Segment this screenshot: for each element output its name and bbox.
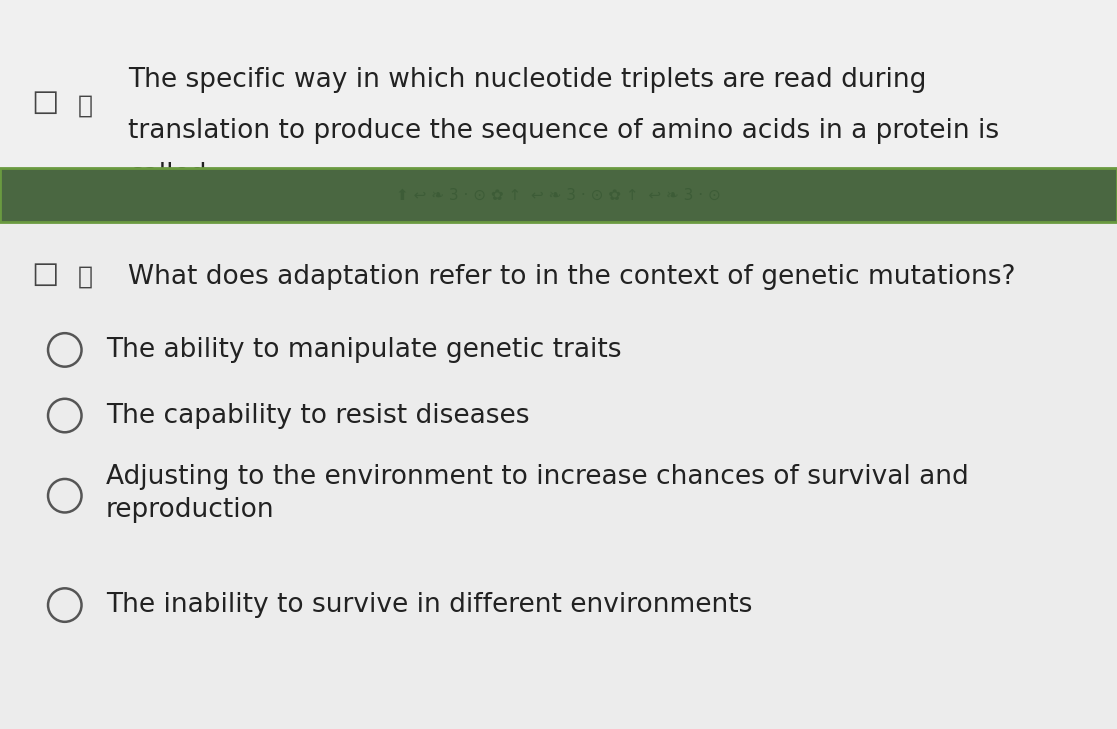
- Text: translation to produce the sequence of amino acids in a protein is: translation to produce the sequence of a…: [128, 118, 1000, 144]
- Text: ☐: ☐: [31, 91, 58, 120]
- Text: ☐: ☐: [31, 262, 58, 292]
- Text: Adjusting to the environment to increase chances of survival and: Adjusting to the environment to increase…: [106, 464, 968, 491]
- Bar: [0, 0, 1117, 168]
- Text: The capability to resist diseases: The capability to resist diseases: [106, 402, 529, 429]
- Text: The specific way in which nucleotide triplets are read during: The specific way in which nucleotide tri…: [128, 67, 927, 93]
- Text: .: .: [573, 160, 582, 187]
- Text: reproduction: reproduction: [106, 497, 275, 523]
- Text: 🗒: 🗒: [77, 265, 93, 289]
- Text: The ability to manipulate genetic traits: The ability to manipulate genetic traits: [106, 337, 622, 363]
- Bar: [0, 222, 1117, 729]
- Text: The inability to survive in different environments: The inability to survive in different en…: [106, 592, 753, 618]
- Text: 🗒: 🗒: [77, 94, 93, 117]
- Text: What does adaptation refer to in the context of genetic mutations?: What does adaptation refer to in the con…: [128, 264, 1016, 290]
- Text: called: called: [128, 162, 207, 188]
- Text: ⬆ ↩ ❧ 3 · ⊙ ✿ ↑  ↩ ❧ 3 · ⊙ ✿ ↑  ↩ ❧ 3 · ⊙: ⬆ ↩ ❧ 3 · ⊙ ✿ ↑ ↩ ❧ 3 · ⊙ ✿ ↑ ↩ ❧ 3 · ⊙: [397, 187, 720, 203]
- Bar: [0, 168, 1117, 222]
